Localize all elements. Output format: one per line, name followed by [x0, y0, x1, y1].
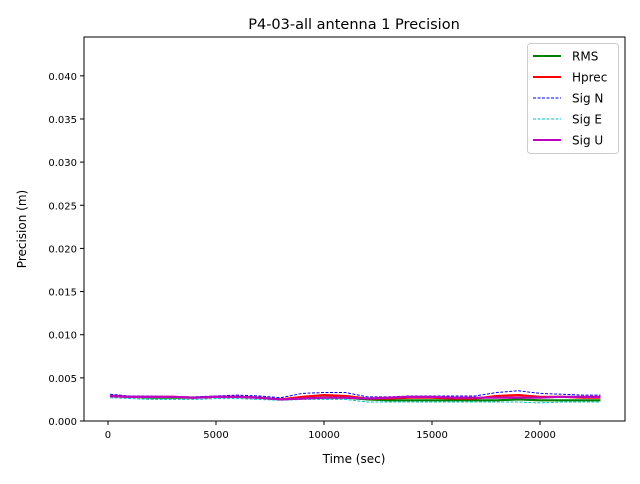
y-tick-label: 0.040 — [48, 72, 77, 83]
x-tick-label: 15000 — [416, 430, 448, 441]
y-tick-label: 0.025 — [48, 201, 77, 212]
legend: RMS Hprec Sig N Sig E Sig U — [527, 43, 619, 154]
legend-label: Hprec — [572, 71, 607, 85]
y-tick-label: 0.030 — [48, 158, 77, 169]
y-tick-label: 0.020 — [48, 244, 77, 255]
x-axis-label: Time (sec) — [322, 452, 386, 466]
series-line-sig-e — [110, 397, 601, 404]
x-tick-label: 20000 — [524, 430, 556, 441]
chart-title: P4-03-all antenna 1 Precision — [248, 17, 460, 33]
plot-frame — [83, 36, 626, 422]
y-tick-label: 0.000 — [48, 417, 77, 428]
legend-label: Sig U — [572, 134, 603, 148]
y-axis-label: Precision (m) — [15, 190, 29, 268]
legend-box — [527, 43, 619, 154]
y-tick-label: 0.005 — [48, 374, 77, 385]
x-tick-label: 10000 — [308, 430, 340, 441]
x-tick-label: 0 — [105, 430, 111, 441]
x-tick-label: 5000 — [203, 430, 228, 441]
legend-label: Sig E — [572, 113, 602, 127]
y-tick-label: 0.035 — [48, 115, 77, 126]
y-tick-label: 0.010 — [48, 331, 77, 342]
y-tick-label: 0.015 — [48, 288, 77, 299]
legend-label: RMS — [572, 50, 598, 64]
legend-label: Sig N — [572, 92, 603, 106]
series-line-sig-u — [110, 394, 601, 401]
